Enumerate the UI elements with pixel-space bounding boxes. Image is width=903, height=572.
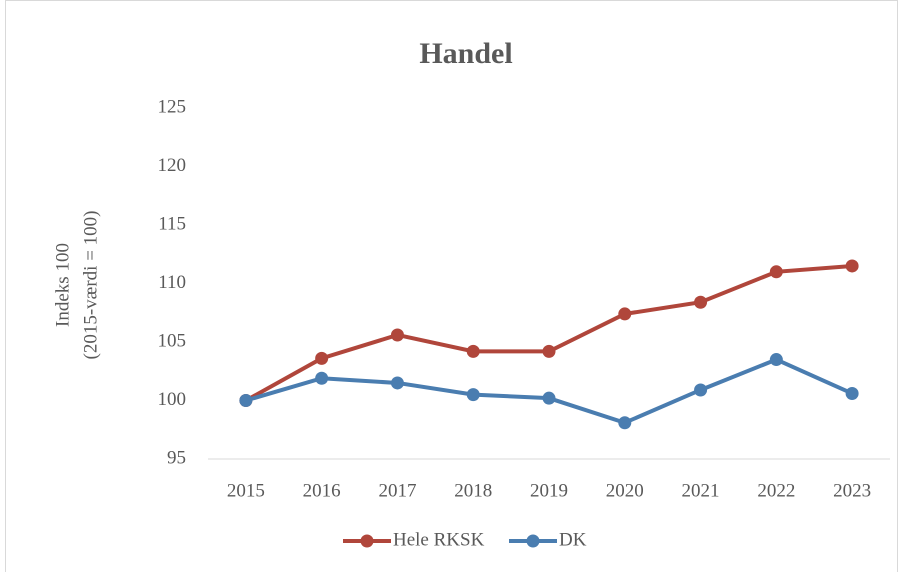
x-tick-label: 2018 <box>454 480 492 501</box>
y-tick-label: 115 <box>158 213 186 234</box>
y-tick-label: 110 <box>158 272 186 293</box>
data-point <box>845 386 859 400</box>
legend-marker <box>526 534 540 548</box>
y-axis-label: Indeks 100 <box>52 243 73 327</box>
y-tick-label: 125 <box>158 96 187 117</box>
chart-title: Handel <box>419 37 512 70</box>
legend-marker <box>360 534 374 548</box>
x-tick-label: 2017 <box>378 480 416 501</box>
x-tick-label: 2021 <box>682 480 720 501</box>
data-point <box>694 295 708 309</box>
data-point <box>542 391 556 405</box>
data-point <box>769 353 783 367</box>
y-tick-label: 100 <box>158 389 187 410</box>
y-tick-label: 95 <box>167 447 186 468</box>
legend-label: DK <box>559 529 587 550</box>
data-point <box>618 416 632 430</box>
y-tick-label: 120 <box>158 155 187 176</box>
data-point <box>694 383 708 397</box>
data-point <box>466 388 480 402</box>
x-tick-label: 2016 <box>303 480 341 501</box>
x-tick-label: 2015 <box>227 480 265 501</box>
data-point <box>466 344 480 358</box>
data-point <box>315 371 329 385</box>
series-line <box>245 357 853 425</box>
data-point <box>618 307 632 321</box>
x-tick-label: 2020 <box>606 480 644 501</box>
data-point <box>315 351 329 365</box>
y-tick-label: 105 <box>158 330 187 351</box>
legend-label: Hele RKSK <box>393 529 485 550</box>
data-point <box>769 265 783 279</box>
x-tick-label: 2023 <box>833 480 871 501</box>
x-tick-label: 2019 <box>530 480 568 501</box>
data-point <box>239 394 253 407</box>
data-point <box>390 328 404 342</box>
chart-border <box>5 0 898 572</box>
x-tick-label: 2022 <box>757 480 795 501</box>
data-point <box>845 259 859 273</box>
data-point <box>542 344 556 358</box>
data-point <box>390 376 404 390</box>
y-axis-label: (2015-værdi = 100) <box>80 211 101 360</box>
